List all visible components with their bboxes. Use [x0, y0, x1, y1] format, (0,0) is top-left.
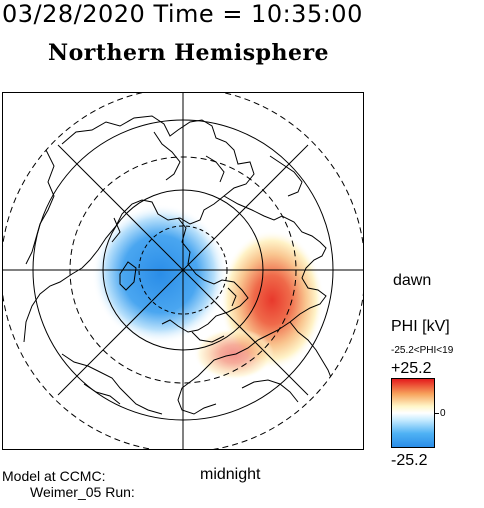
midnight-label: midnight [200, 466, 261, 483]
colorbar-max-label: +25.2 [391, 360, 432, 377]
coastlines [23, 115, 337, 415]
colorbar-range: -25.2<PHI<19 [391, 345, 454, 356]
colorbar-zero-label: 0 [440, 408, 446, 419]
polar-map [2, 92, 364, 450]
colorbar-zero-tick [435, 413, 439, 414]
colorbar-min-label: -25.2 [391, 452, 428, 469]
hemisphere-title: Northern Hemisphere [48, 40, 330, 66]
model-line-1: Model at CCMC: [2, 468, 106, 484]
colorbar [391, 378, 435, 448]
datetime-title: 03/28/2020 Time = 10:35:00 [2, 0, 363, 28]
meridian-diag-2 [57, 144, 309, 396]
dawn-label: dawn [393, 272, 432, 289]
model-line-2: Weimer_05 Run: [30, 484, 135, 500]
negative-cell [92, 204, 228, 344]
colorbar-title: PHI [kV] [391, 318, 450, 335]
graticule [2, 92, 364, 450]
